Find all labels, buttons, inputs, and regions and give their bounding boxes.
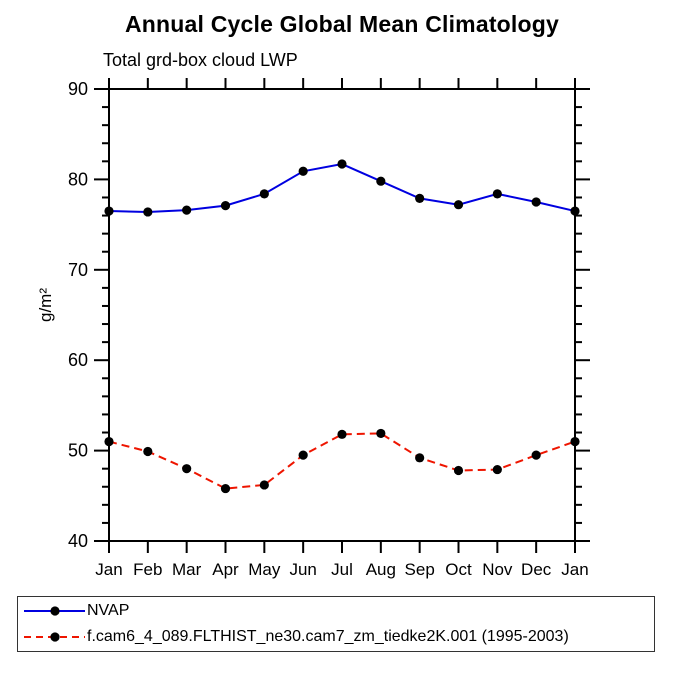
svg-text:Apr: Apr <box>212 560 239 579</box>
legend-box: NVAP f.cam6_4_089.FLTHIST_ne30.cam7_zm_t… <box>17 596 655 652</box>
svg-text:Aug: Aug <box>366 560 396 579</box>
legend-label-model: f.cam6_4_089.FLTHIST_ne30.cam7_zm_tiedke… <box>87 628 569 645</box>
svg-text:Jan: Jan <box>561 560 588 579</box>
svg-text:60: 60 <box>68 350 88 370</box>
legend-label-nvap: NVAP <box>87 602 130 619</box>
svg-text:Oct: Oct <box>445 560 472 579</box>
svg-text:50: 50 <box>68 441 88 461</box>
legend-line-nvap-icon <box>24 606 85 616</box>
svg-text:80: 80 <box>68 169 88 189</box>
svg-text:Jan: Jan <box>95 560 122 579</box>
svg-text:Sep: Sep <box>405 560 435 579</box>
svg-text:40: 40 <box>68 531 88 551</box>
svg-text:May: May <box>248 560 281 579</box>
legend-item-nvap: NVAP <box>21 598 654 624</box>
svg-text:Feb: Feb <box>133 560 162 579</box>
svg-text:Jul: Jul <box>331 560 353 579</box>
legend-line-model-icon <box>24 632 85 642</box>
svg-text:Mar: Mar <box>172 560 202 579</box>
svg-text:Nov: Nov <box>482 560 513 579</box>
legend-item-model: f.cam6_4_089.FLTHIST_ne30.cam7_zm_tiedke… <box>21 624 654 650</box>
svg-text:90: 90 <box>68 79 88 99</box>
chart-subtitle: Total grd-box cloud LWP <box>103 50 298 70</box>
svg-text:70: 70 <box>68 260 88 280</box>
svg-text:Jun: Jun <box>289 560 316 579</box>
svg-text:Dec: Dec <box>521 560 552 579</box>
chart-title: Annual Cycle Global Mean Climatology <box>124 11 560 37</box>
